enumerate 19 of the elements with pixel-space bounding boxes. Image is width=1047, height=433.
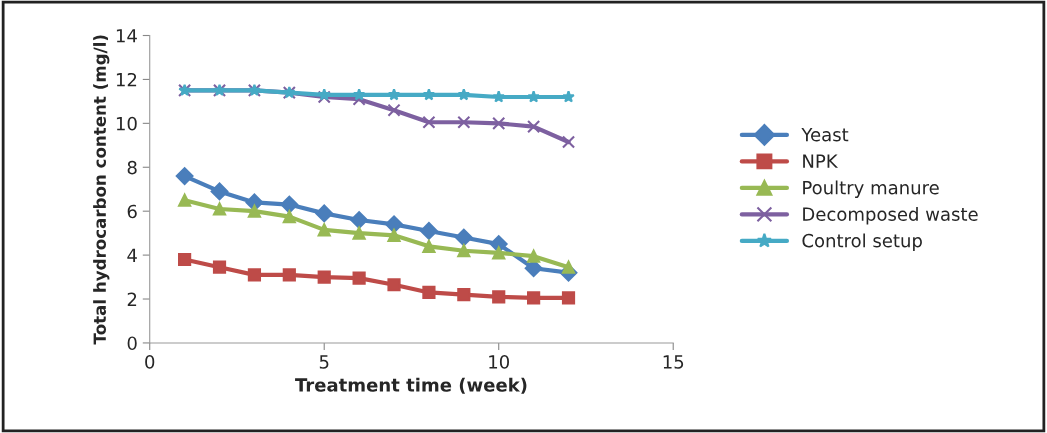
legend-label: Decomposed waste	[803, 206, 978, 225]
y-tick-label: 2	[127, 292, 137, 306]
y-tick-label: 8	[127, 160, 137, 175]
y-tick-label: 10	[116, 116, 137, 131]
x-tick-label: 15	[663, 355, 684, 369]
y-tick-label: 6	[127, 204, 137, 219]
x-tick-label: 5	[319, 355, 329, 369]
legend-label: NPK	[803, 154, 839, 168]
y-tick-label: 14	[116, 29, 137, 43]
x-tick-label: 10	[489, 355, 510, 369]
y-tick-label: 12	[116, 72, 137, 87]
y-axis-title: Total hydrocarbon content (mg/l)	[93, 35, 110, 345]
legend-label: Yeast	[801, 128, 849, 142]
legend-label: Control setup	[802, 233, 922, 251]
x-axis-title: Treatment time (week)	[295, 377, 527, 394]
legend-label: Poultry manure	[803, 180, 939, 198]
y-tick-label: 4	[127, 248, 137, 262]
x-tick-label: 0	[145, 355, 155, 369]
y-tick-label: 0	[127, 336, 137, 351]
